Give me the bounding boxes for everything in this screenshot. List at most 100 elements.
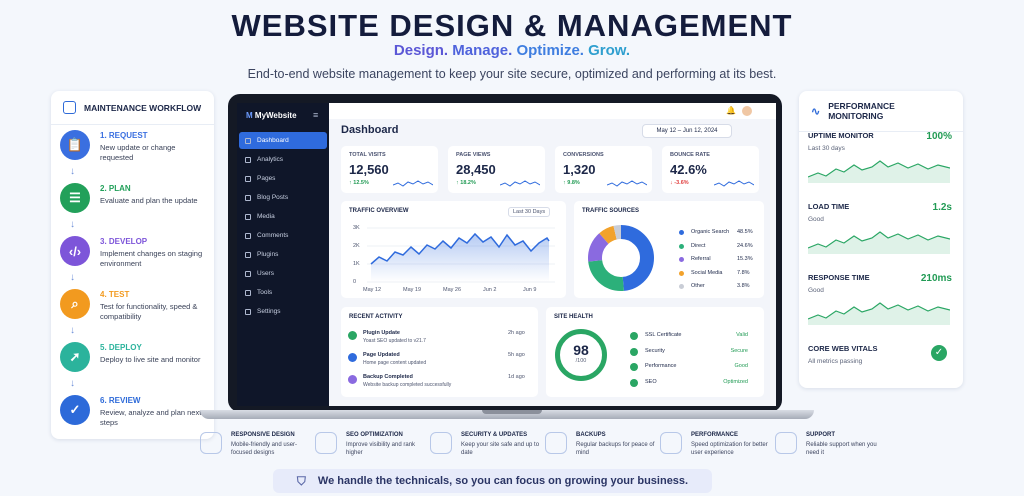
brand-logo-icon: M	[246, 111, 253, 120]
range-select[interactable]: Last 30 Days	[508, 207, 551, 217]
step-desc: New update or change requested	[100, 143, 176, 163]
performance-title: PERFORMANCE MONITORING	[828, 101, 895, 121]
nav-item-analytics[interactable]: Analytics	[239, 151, 327, 168]
kpi-sparkline	[714, 180, 754, 187]
down-arrow-icon: ↓	[70, 272, 75, 283]
x-tick: May 12	[363, 287, 382, 293]
feature-item: BACKUPS Regular backups for peace of mind	[545, 432, 655, 457]
legend-name: Other	[691, 283, 705, 289]
laptop-notch	[482, 410, 542, 414]
nav-label: Tools	[257, 289, 273, 296]
traffic-overview-panel: TRAFFIC OVERVIEW Last 30 Days 3K 2K 1K 0 Ma…	[341, 201, 566, 298]
kpi-change: ↑ 18.2%	[456, 180, 476, 186]
legend-pct: 15.3%	[737, 256, 753, 262]
feature-text: SECURITY & UPDATES Keep your site safe an…	[461, 432, 540, 457]
workflow-step[interactable]: ✓ 6. REVIEW Review, analyze and plan next …	[60, 395, 210, 428]
down-arrow-icon: ↓	[70, 219, 75, 230]
app-brand[interactable]: M MyWebsite	[246, 111, 297, 120]
step-text: 2. PLAN Evaluate and plan the update	[100, 183, 198, 213]
check-icon	[630, 347, 638, 356]
x-tick: May 19	[403, 287, 422, 293]
monitor-value: 1.2s	[932, 202, 952, 213]
monitor-title: UPTIME MONITOR	[808, 131, 874, 140]
legend-pct: 3.8%	[737, 283, 750, 289]
feature-item: RESPONSIVE DESIGN Mobile-friendly and use…	[200, 432, 310, 457]
traffic-chart	[367, 227, 555, 283]
nav-icon	[245, 213, 251, 220]
feature-title: PERFORMANCE	[691, 432, 739, 438]
nav-label: Analytics	[257, 156, 284, 163]
workflow-step[interactable]: ☰ 2. PLAN Evaluate and plan the update	[60, 183, 210, 213]
workflow-step[interactable]: ⌕ 4. TEST Test for functionality, speed & …	[60, 289, 210, 322]
feature-desc: Mobile-friendly and user-focused designs	[231, 442, 298, 457]
kpi-card: CONVERSIONS 1,320 ↑ 9.8%	[555, 146, 652, 193]
feature-title: BACKUPS	[576, 432, 606, 438]
nav-icon	[245, 156, 251, 163]
activity-time: 1d ago	[508, 374, 525, 380]
kpi-change: ↑ 12.5%	[349, 180, 369, 186]
legend-dot	[679, 243, 684, 249]
activity-title: Backup Completed	[363, 374, 413, 380]
nav-item-blog-posts[interactable]: Blog Posts	[239, 189, 327, 206]
nav-item-users[interactable]: Users	[239, 265, 327, 282]
menu-icon[interactable]: ≡	[313, 110, 319, 120]
feature-icon	[200, 432, 222, 454]
workflow-step[interactable]: 📋 1. REQUEST New update or change requeste…	[60, 130, 210, 163]
feature-title: RESPONSIVE DESIGN	[231, 432, 295, 438]
nav-item-dashboard[interactable]: Dashboard	[239, 132, 327, 149]
legend-name: Referral	[691, 256, 711, 262]
bell-icon[interactable]: 🔔	[726, 106, 736, 115]
down-arrow-icon: ↓	[70, 378, 75, 389]
feature-text: RESPONSIVE DESIGN Mobile-friendly and use…	[231, 432, 310, 457]
legend-dot	[679, 230, 684, 235]
kpi-value: 42.6%	[670, 162, 707, 177]
step-icon: ☰	[60, 183, 90, 213]
kpi-sparkline	[393, 180, 433, 187]
nav-label: Users	[257, 270, 274, 277]
kpi-card: BOUNCE RATE 42.6% ↓ -3.6%	[662, 146, 759, 193]
health-item-name: SEO	[645, 378, 657, 385]
legend-name: Social Media	[691, 269, 723, 276]
workflow-step[interactable]: ‹/› 3. DEVELOP Implement changes on stagin…	[60, 236, 210, 269]
nav-item-tools[interactable]: Tools	[239, 284, 327, 301]
step-title: 6. REVIEW	[100, 396, 141, 405]
health-item-status: Optimized	[723, 378, 748, 385]
performance-card: ∿ PERFORMANCE MONITORING	[799, 91, 963, 388]
step-title: 5. DEPLOY	[100, 343, 142, 352]
step-desc: Deploy to live site and monitor	[100, 355, 201, 364]
check-icon	[630, 378, 638, 387]
kpi-label: BOUNCE RATE	[670, 152, 710, 158]
monitor-title: LOAD TIME	[808, 202, 850, 211]
nav-item-comments[interactable]: Comments	[239, 227, 327, 244]
legend-pct: 24.6%	[737, 242, 753, 249]
banner-text: We handle the technicals, so you can foc…	[317, 475, 689, 487]
check-icon	[630, 363, 638, 371]
sources-title: TRAFFIC SOURCES	[582, 208, 639, 214]
avatar[interactable]	[742, 106, 752, 116]
kpi-value: 12,560	[349, 162, 389, 177]
workflow-step[interactable]: ➚ 5. DEPLOY Deploy to live site and monito…	[60, 342, 210, 372]
step-desc: Review, analyze and plan next steps	[100, 408, 202, 428]
health-score-ring: 98 /100	[555, 329, 607, 381]
feature-desc: Regular backups for peace of mind	[576, 442, 655, 457]
nav-item-plugins[interactable]: Plugins	[239, 246, 327, 263]
date-range-picker[interactable]: May 12 – Jun 12, 2024	[642, 124, 732, 138]
x-tick: Jun 9	[523, 287, 537, 293]
y-tick: 0	[353, 279, 357, 285]
feature-title: SECURITY & UPDATES	[461, 432, 528, 438]
kpi-value: 1,320	[563, 162, 596, 177]
health-out-of: /100	[575, 358, 587, 364]
activity-title: Page Updated	[363, 352, 400, 358]
health-item-name: Performance	[645, 363, 677, 369]
health-score: 98	[573, 342, 589, 358]
nav-item-pages[interactable]: Pages	[239, 170, 327, 187]
nav-item-media[interactable]: Media	[239, 208, 327, 225]
nav-icon	[245, 232, 251, 239]
step-icon: ✓	[60, 395, 90, 425]
feature-icon	[545, 432, 567, 454]
step-title: 4. TEST	[100, 290, 130, 299]
step-text: 4. TEST Test for functionality, speed & c…	[100, 289, 210, 322]
nav-item-settings[interactable]: Settings	[239, 303, 327, 320]
feature-desc: Improve visibility and rank higher	[346, 442, 416, 457]
activity-title: Plugin Update	[363, 330, 400, 336]
